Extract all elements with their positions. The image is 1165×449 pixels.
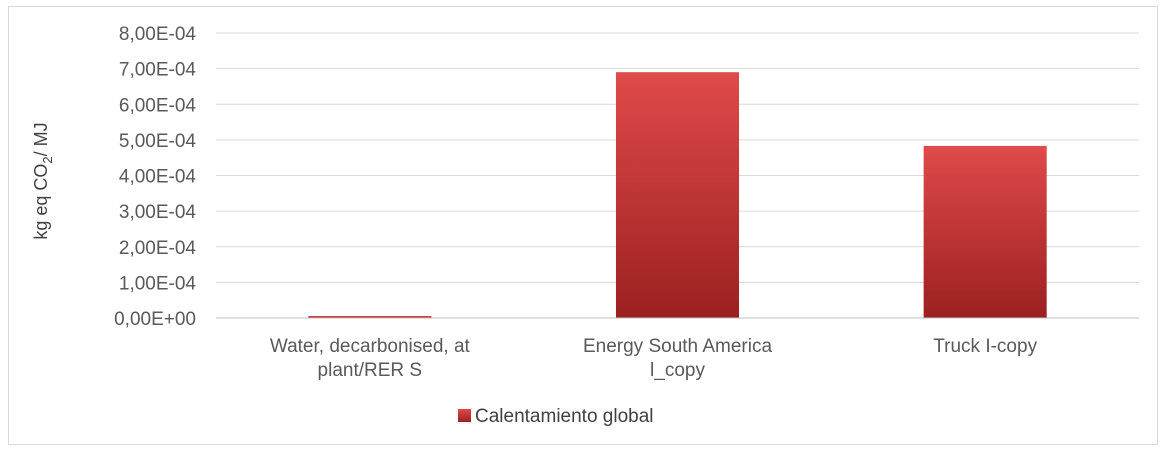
y-tick-label: 6,00E-04 <box>119 95 197 116</box>
bar <box>923 145 1047 318</box>
y-tick-label: 1,00E-04 <box>119 273 197 294</box>
legend-swatch <box>458 409 471 422</box>
y-axis-title: kg eq CO2/ MJ <box>31 122 55 239</box>
y-axis-ticks: 8,00E-04 7,00E-04 6,00E-04 5,00E-04 4,00E-04… <box>114 24 196 330</box>
legend-label: Calentamiento global <box>475 406 654 427</box>
legend: Calentamiento global <box>458 406 654 427</box>
x-category-label: Truck I-copy <box>933 336 1037 357</box>
y-tick-label: 2,00E-04 <box>119 238 197 259</box>
chart-area: 8,00E-04 7,00E-04 6,00E-04 5,00E-04 4,00E-04… <box>8 6 1158 445</box>
y-tick-label: 4,00E-04 <box>119 167 197 188</box>
y-tick-label: 7,00E-04 <box>119 60 197 81</box>
y-tick-label: 3,00E-04 <box>119 202 197 223</box>
bars <box>308 72 1047 318</box>
bar-chart: 8,00E-04 7,00E-04 6,00E-04 5,00E-04 4,00E-04… <box>31 24 1139 427</box>
x-category-label: Water, decarbonised, at plant/RER S <box>270 336 471 381</box>
y-tick-label: 8,00E-04 <box>119 24 197 45</box>
y-tick-label: 5,00E-04 <box>119 131 197 152</box>
x-axis-categories: Water, decarbonised, at plant/RER S Energy… <box>270 336 1038 381</box>
x-category-label: Energy South America l_copy <box>583 336 772 381</box>
bar <box>615 72 740 318</box>
y-tick-label: 0,00E+00 <box>114 309 196 330</box>
bar <box>308 316 432 318</box>
